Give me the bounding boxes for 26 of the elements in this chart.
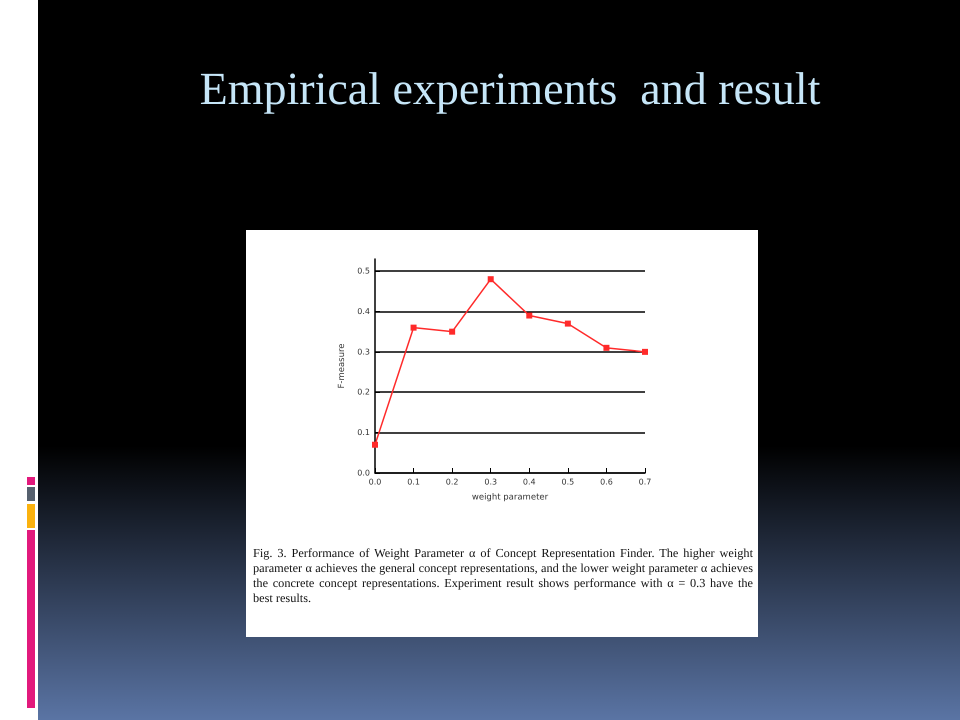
point — [603, 344, 610, 351]
y-tick-label: 0.4 — [357, 306, 370, 316]
point — [642, 348, 648, 355]
x-tick-label: 0.4 — [522, 478, 536, 486]
point — [526, 312, 532, 319]
x-tick-label: 0.5 — [561, 478, 574, 486]
point — [410, 324, 417, 331]
x-tick-label: 0.6 — [600, 478, 613, 486]
y-axis-title: F-measure — [336, 343, 347, 389]
point — [449, 328, 456, 335]
y-tick-label: 0.5 — [357, 266, 370, 276]
x-tick-label: 0.0 — [368, 478, 382, 486]
point — [372, 442, 378, 448]
y-tick-label: 0.1 — [357, 428, 370, 438]
y-tick-label: 0.3 — [357, 347, 370, 356]
point — [564, 320, 571, 327]
x-tick-label: 0.3 — [484, 478, 498, 486]
y-tick-label: 0.2 — [357, 388, 370, 397]
x-tick-label: 0.1 — [407, 478, 420, 486]
x-tick-label: 0.2 — [446, 478, 459, 486]
y-tick-label: 0.0 — [357, 468, 370, 478]
point — [488, 276, 494, 282]
chart-title: Empirical experiments and result — [198, 62, 822, 115]
x-tick-label: 0.7 — [638, 478, 652, 486]
x-axis-title: weight parameter — [472, 492, 549, 502]
caption: Fig. 3. Performance of Weight Parameter α of Concept Representation Finder. The higher weight parameter α achieves the general concept representations, and the lower weight parameter α achieves the concrete concept representations. Experiment result shows performance with α = 0.3 have the best results. — [253, 546, 753, 606]
